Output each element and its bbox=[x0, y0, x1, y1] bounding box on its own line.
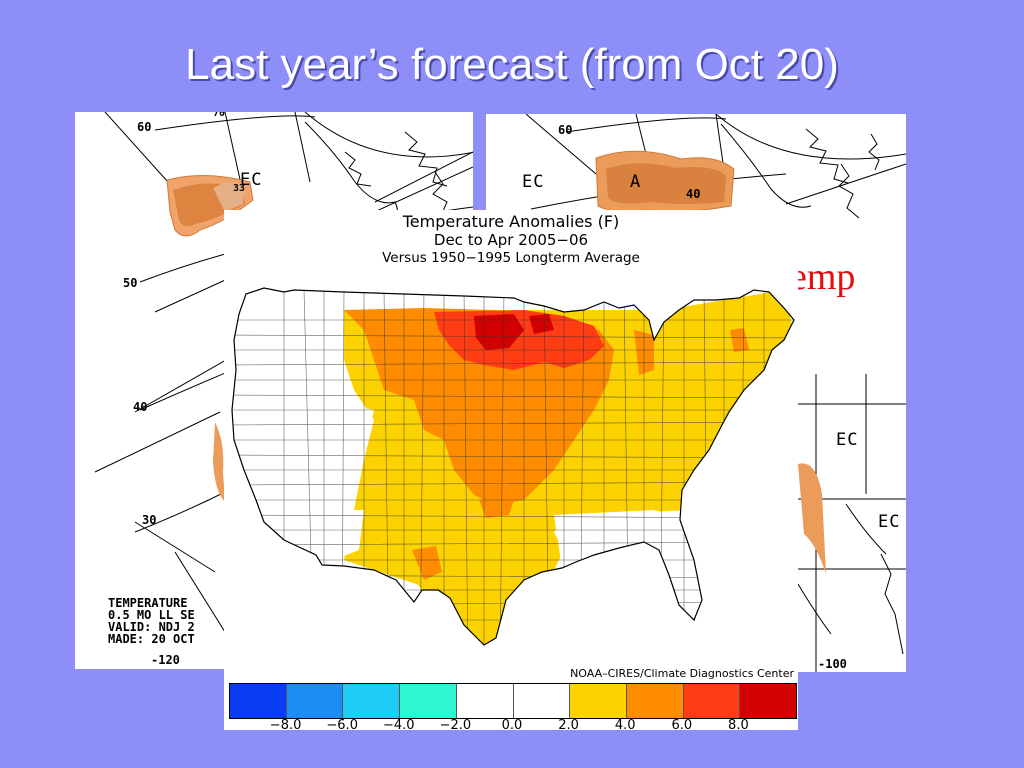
colorbar-swatch-8 bbox=[683, 684, 741, 718]
colorbar-tick-label: 6.0 bbox=[671, 718, 693, 730]
right-ec-label-3: EC bbox=[878, 512, 901, 532]
right-lon-label-neg100: -100 bbox=[818, 657, 847, 671]
colorbar-swatch-7 bbox=[626, 684, 684, 718]
right-lat-label-40: 40 bbox=[686, 187, 701, 201]
colorbar-tick-label: 8.0 bbox=[728, 718, 749, 730]
anomaly-map-title: Temperature Anomalies (F) bbox=[402, 212, 620, 231]
lat-label-50: 50 bbox=[123, 276, 138, 290]
right-ec-label-2: EC bbox=[836, 430, 859, 450]
lon-label-70: 70 bbox=[213, 112, 226, 119]
lat-label-30: 30 bbox=[142, 513, 157, 527]
lat-label-40: 40 bbox=[133, 400, 148, 414]
anomaly-map-panel: Temperature Anomalies (F) Dec to Apr 200… bbox=[224, 210, 798, 730]
colorbar-swatch-6 bbox=[570, 684, 627, 718]
colorbar-swatch-0 bbox=[230, 684, 287, 718]
anomaly-map-subtitle: Dec to Apr 2005−06 bbox=[433, 231, 589, 249]
contour-label: 33 bbox=[233, 183, 246, 194]
colorbar-swatch-4 bbox=[456, 684, 514, 718]
colorbar-swatch-5 bbox=[513, 684, 571, 718]
colorbar-tick-label: −4.0 bbox=[383, 718, 415, 730]
colorbar-tick-label: 0.0 bbox=[501, 718, 523, 730]
colorbar-swatch-2 bbox=[343, 684, 401, 718]
caption-line-2: 0.5 MO LL SE bbox=[108, 608, 195, 622]
right-lat-label-60: 60 bbox=[558, 123, 573, 137]
colorbar-tick-label: −8.0 bbox=[269, 718, 302, 730]
left-map-caption: TEMPERATURE 0.5 MO LL SE VALID: NDJ 2 MA… bbox=[108, 597, 195, 645]
right-ec-label-1: EC bbox=[522, 172, 545, 192]
colorbar-tick-label: 4.0 bbox=[614, 718, 636, 730]
lat-label-60: 60 bbox=[137, 120, 152, 134]
colorbar-swatch-1 bbox=[286, 684, 344, 718]
caption-line-4: MADE: 20 OCT bbox=[108, 632, 195, 646]
ec-label: EC bbox=[240, 170, 263, 190]
colorbar-tick-label: −6.0 bbox=[326, 718, 358, 730]
colorbar-swatch-9 bbox=[740, 684, 797, 718]
us-anomaly-map bbox=[231, 287, 795, 646]
colorbar-swatch-3 bbox=[400, 684, 457, 718]
right-map-graphic bbox=[525, 114, 906, 672]
colorbar-tick-label: 2.0 bbox=[558, 718, 579, 730]
colorbar-tick-label: −2.0 bbox=[439, 718, 472, 730]
caption-line-1: TEMPERATURE bbox=[108, 596, 188, 610]
caption-line-3: VALID: NDJ 2 bbox=[108, 620, 195, 634]
right-region-a-label: A bbox=[630, 172, 642, 192]
overlay-text: emp bbox=[790, 256, 856, 298]
anomaly-map-credit: NOAA–CIRES/Climate Diagnostics Center bbox=[570, 667, 794, 680]
lon-label-neg120: -120 bbox=[151, 653, 180, 667]
anomaly-map-baseline: Versus 1950−1995 Longterm Average bbox=[382, 250, 640, 266]
slide-title: Last year’s forecast (from Oct 20) bbox=[185, 40, 839, 89]
anomaly-colorbar bbox=[229, 683, 797, 719]
